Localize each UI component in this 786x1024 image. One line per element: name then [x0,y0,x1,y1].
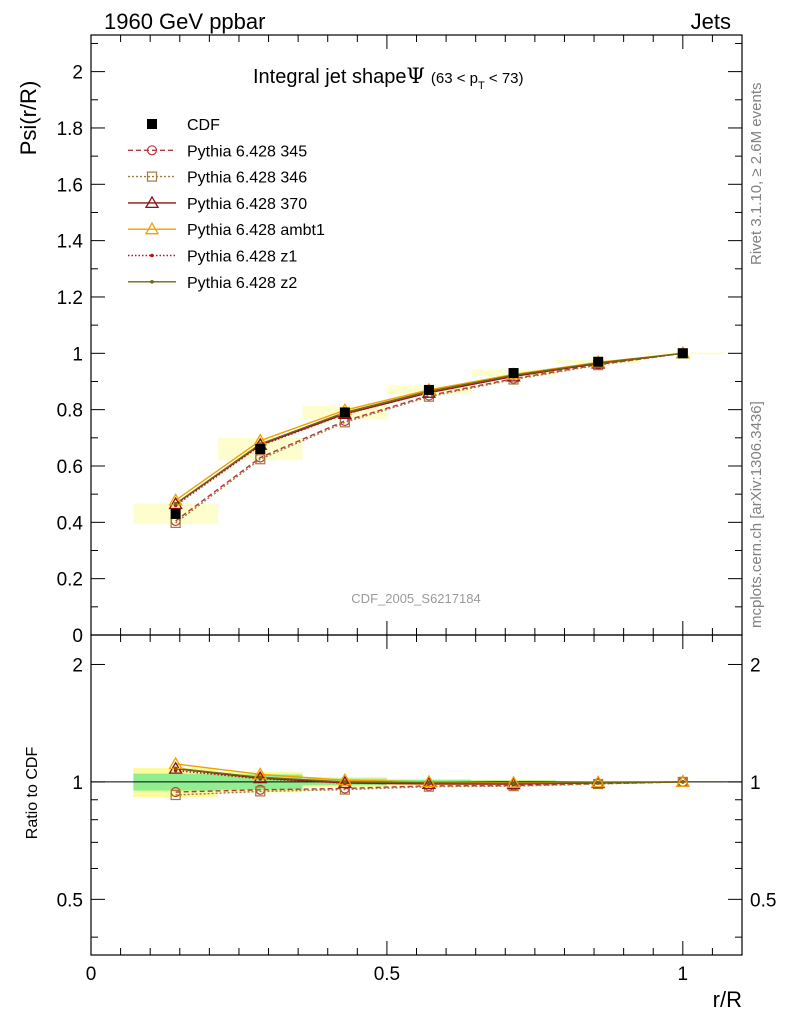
series-line [175,352,683,505]
chart-title-text: Integral jet shape [253,66,406,88]
series-line [175,352,683,524]
y-tick-label: 0.6 [57,457,83,478]
legend-label: Pythia 6.428 345 [187,143,307,160]
ratio-series-point [681,780,685,784]
legend-marker [146,171,158,182]
ratio-series-line [175,781,683,793]
legend-entry: Pythia 6.428 345 [128,143,307,160]
y-axis-label: Psi(r/R) [16,81,41,156]
y-tick-label: 0.2 [57,570,83,591]
y-tick-label: 1.2 [57,288,83,309]
x-axis-label: r/R [713,987,742,1012]
ratio-y-tick-label-right: 2 [750,655,761,676]
series-line [175,352,683,522]
chart-title-range-sub: T [478,80,485,92]
rivet-version-label: Rivet 3.1.10, ≥ 2.6M events [748,83,765,266]
analysis-watermark: CDF_2005_S6217184 [351,591,480,606]
header-jets: Jets [691,9,731,34]
ratio-series-point [173,766,178,771]
legend-marker [147,119,157,129]
ratio-panel-frame [90,634,743,956]
svg-text:Integral jet shapeΨ(63 < pT <: Integral jet shapeΨ (63 < pT < 73) [253,64,524,92]
legend-marker [144,221,160,235]
legend-marker [146,145,158,156]
legend-entry: Pythia 6.428 346 [128,170,307,187]
y-tick-label: 0.4 [57,513,84,534]
chart-title-range: (63 < p [431,70,478,87]
legend-label: Pythia 6.428 ambt1 [187,222,325,239]
ratio-series-point [255,786,266,797]
y-tick-label: 1.6 [57,175,83,196]
y-tick-label: 0 [72,626,83,647]
cdf-data-point [170,508,181,519]
series-point [168,496,183,510]
x-tick-label: 1 [678,964,689,985]
ratio-series-point [511,781,516,786]
ratio-y-tick-label: 2 [72,655,83,676]
legend-label: Pythia 6.428 346 [187,170,307,187]
legend-marker [150,280,154,284]
ratio-series-point [427,781,431,785]
legend-entry: Pythia 6.428 370 [128,195,307,213]
y-tick-label: 1.8 [57,119,83,140]
ratio-series-point [343,780,347,784]
ratio-series-point [421,774,437,788]
ratio-series-point [253,770,268,784]
series-line [175,352,683,501]
legend-label: Pythia 6.428 z1 [187,249,297,266]
cdf-data-point [255,444,266,455]
legend-entry: Pythia 6.428 ambt1 [128,221,325,239]
ratio-series-point [506,775,521,788]
cdf-data-point [423,384,434,395]
ratio-series-point [170,789,181,801]
x-tick-label: 0 [86,964,97,985]
chart-title: Integral jet shapeΨ (63 < pT < 73) [253,64,524,92]
series-point [255,454,266,465]
cdf-data-point [508,368,519,379]
series-line [175,352,683,506]
header-energy: 1960 GeV ppbar [104,9,265,34]
main-panel: 0 0.2 0.4 0.6 0.8 1 1.2 1.4 1.6 1.8 2 Psi(r/R) Int… [16,34,743,647]
legend-marker [150,253,154,258]
ratio-series-point [337,775,353,789]
ratio-y-tick-label: 0.5 [57,890,83,911]
legend-label: Pythia 6.428 z2 [187,275,297,292]
legend-entry: CDF [147,117,220,134]
chart-title-range-end: < 73) [485,70,524,87]
series-point [173,501,178,506]
legend-entry: Pythia 6.428 z2 [128,275,297,292]
y-tick-label: 2 [72,63,83,84]
cdf-data-point [593,356,604,367]
ratio-y-axis-label: Ratio to CDF [24,747,41,840]
ratio-y-tick-label-right: 0.5 [750,890,776,911]
legend-entry: Pythia 6.428 z1 [128,249,297,266]
cdf-data-point [339,407,350,418]
series-line [175,352,683,505]
chart-title-psi-symbol: Ψ [406,64,424,88]
mcplots-label: mcplots.cern.ch [arXiv:1306.3436] [748,401,765,628]
ratio-series-point [596,780,600,785]
ratio-panel: 0 0.5 1 0.5 0.5 1 1 2 2 Ratio to CDF [24,634,776,985]
ratio-series-point [591,774,606,788]
y-tick-label: 1.4 [57,232,84,253]
legend-label: CDF [187,117,220,134]
legend: CDF Pythia 6.428 345 Pythia 6.428 346 Pythi… [128,117,325,292]
legend-label: Pythia 6.428 370 [187,196,307,213]
ratio-y-tick-label: 1 [72,773,83,794]
ratio-series-point [258,775,263,780]
legend-marker [144,195,160,209]
ratio-y-tick-label-right: 1 [750,773,761,794]
x-tick-label: 0.5 [374,964,400,985]
y-tick-label: 0.8 [57,401,83,422]
y-tick-label: 1 [72,344,83,365]
ratio-series-point [675,774,690,788]
cdf-data-point [677,348,688,359]
ratio-series-point [421,776,437,790]
